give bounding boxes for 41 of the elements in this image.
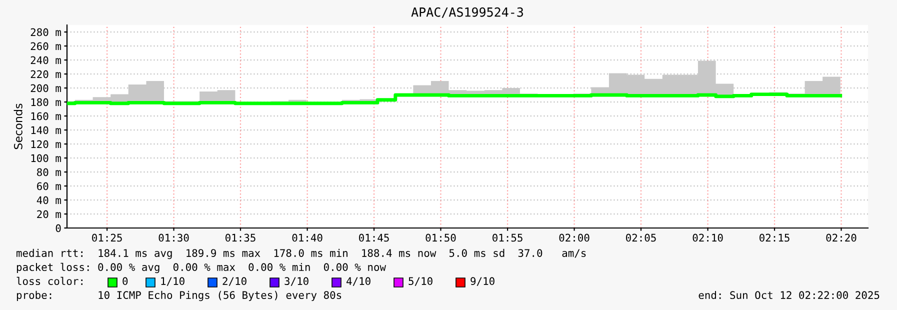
y-tick-label: 40 m: [36, 196, 61, 204]
text: packet loss: 0.00 % avg 0.00 % max 0.00 % min 0.00 % now: [16, 262, 386, 274]
x-tick-label: 01:55: [492, 234, 522, 242]
y-tick-label: 60 m: [37, 182, 61, 190]
y-tick-label: 120 m: [31, 140, 61, 148]
text: median rtt: 184.1 ms avg 189.9 ms max 178.0 ms min 188.4 ms now 5.0 ms sd 37.0 am/s: [16, 248, 586, 260]
y-tick-label: 20 m: [37, 210, 61, 218]
x-tick-label: 02:20: [826, 234, 856, 242]
legend-title: loss color:: [16, 276, 82, 286]
x-tick-label: 01:50: [426, 234, 456, 242]
legend-label: 2/10: [222, 277, 246, 286]
y-tick-label: 260 m: [30, 42, 61, 50]
y-tick-label: 200 m: [30, 84, 61, 92]
x-tick-label: 01:30: [158, 234, 189, 242]
x-tick-label: 01:35: [225, 234, 256, 242]
legend-label: 4/10: [346, 277, 370, 286]
text: probe: 10 ICMP Echo Pings (56 Bytes) every 80s: [16, 290, 342, 302]
legend-label: 0: [122, 277, 128, 286]
x-tick-label: 02:05: [626, 234, 656, 242]
x-tick-label: 01:40: [292, 234, 322, 242]
legend-label: 5/10: [408, 277, 432, 286]
y-tick-label: 160 m: [31, 112, 61, 120]
y-axis-title: Seconds: [14, 104, 22, 150]
x-tick-label: 02:10: [692, 234, 723, 242]
y-tick-label: 80 m: [37, 168, 61, 176]
chart-title: APAC/AS199524-3: [411, 7, 524, 18]
text: end: Sun Oct 12 02:22:00 2025: [698, 290, 880, 300]
legend-label: 3/10: [284, 277, 308, 286]
legend-label: 9/10: [470, 277, 494, 286]
y-tick-label: 180 m: [31, 98, 61, 106]
y-tick-label: 0: [56, 224, 61, 232]
y-tick-label: 140 m: [31, 126, 61, 134]
x-tick-label: 01:25: [92, 234, 122, 242]
y-tick-label: 280 m: [30, 28, 61, 36]
x-tick-label: 02:15: [760, 234, 790, 242]
y-tick-label: 220 m: [30, 70, 61, 78]
y-tick-label: 100 m: [31, 154, 61, 162]
legend-label: 1/10: [161, 277, 184, 286]
x-tick-label: 02:00: [559, 234, 590, 242]
x-tick-label: 01:45: [359, 234, 389, 242]
y-tick-label: 240 m: [30, 56, 61, 64]
